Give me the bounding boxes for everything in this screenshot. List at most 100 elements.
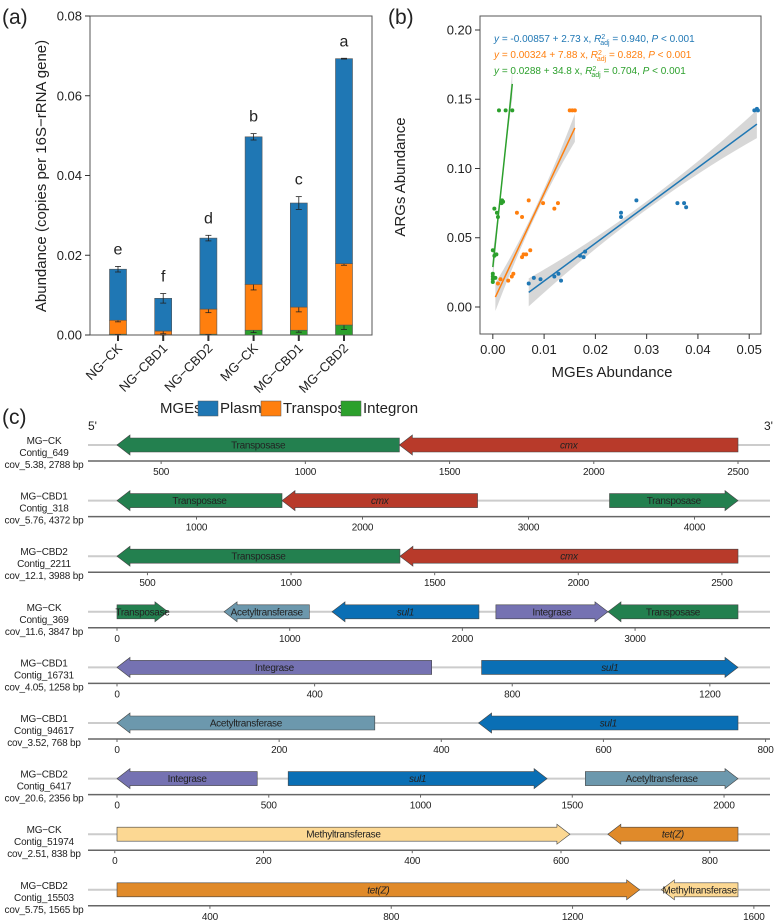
point-plasmid: [581, 255, 586, 260]
gene-label: Acetyltransferase: [626, 774, 699, 785]
point-plasmid: [552, 274, 557, 279]
gene-label: Transposase: [646, 607, 701, 618]
legend-swatch: [340, 400, 362, 417]
equation-sub: adj: [591, 72, 601, 79]
fit-line-integron: [492, 83, 514, 268]
gene-label: Integrase: [532, 607, 572, 618]
equation-sub: adj: [600, 40, 610, 47]
equation-sub: adj: [597, 56, 607, 63]
panel-c-label: (c): [2, 406, 27, 429]
track-tick-label: 2000: [568, 578, 590, 589]
point-plasmid: [556, 271, 561, 276]
gene-arrow: [116, 489, 283, 512]
track-tick-label: 500: [153, 467, 170, 478]
x-tick-label: 0.00: [480, 342, 505, 357]
equation-pval: < 0.001: [649, 66, 686, 77]
bar-segment-transposon: [109, 319, 127, 335]
track-tick-label: 0: [114, 689, 120, 700]
track-contig: Contig_15503: [14, 893, 75, 904]
track-tick-label: 2000: [713, 801, 735, 812]
equation-integron: y = 0.0288 + 34.8 x, R2 adj = 0.704, P < …: [493, 66, 686, 80]
gene-arrow: [660, 879, 739, 901]
panel-b-label: (b): [388, 6, 414, 29]
x-tick-label: 0.03: [634, 342, 659, 357]
gene-arrow: [116, 879, 641, 901]
gene-arrow: [116, 712, 376, 734]
track-tick-label: 400: [404, 856, 421, 867]
track-info: cov_3.52, 768 bp: [7, 738, 81, 749]
track-tick-label: 1500: [562, 801, 584, 812]
track-tick-label: 500: [139, 578, 156, 589]
gene-arrow: [223, 601, 310, 623]
track-sample: MG−CBD1: [20, 658, 68, 669]
equation-r2: = 0.828,: [606, 50, 648, 61]
point-integron: [501, 199, 506, 204]
gene-arrow: [116, 601, 169, 623]
equation-r: R: [591, 50, 598, 61]
gene-arrow: [116, 767, 258, 790]
point-integron: [494, 210, 499, 215]
track-tick-label: 200: [255, 856, 272, 867]
track-contig: Contig_369: [19, 615, 69, 626]
y-tick-label: 0.00: [57, 328, 82, 343]
track-tick-label: 1000: [410, 801, 432, 812]
track-tick-label: 0: [114, 801, 120, 812]
point-transposon: [520, 214, 525, 219]
track-sample: MG−CBD1: [20, 492, 68, 503]
track-sample: MG−CK: [27, 825, 62, 836]
gene-arrow: [116, 545, 401, 567]
track-contig: Contig_318: [19, 504, 69, 515]
point-transposon: [572, 108, 577, 113]
point-integron: [503, 108, 508, 113]
x-tick-label: NG−CBD1: [116, 341, 170, 395]
point-integron: [493, 275, 498, 280]
track-tick-label: 600: [595, 745, 612, 756]
fit-line-plasmid: [528, 123, 758, 293]
point-transposon: [524, 252, 529, 257]
x-tick-label: 0.01: [531, 342, 556, 357]
track-info: cov_20.6, 2356 bp: [5, 794, 85, 805]
equation-p: P: [652, 34, 659, 45]
gene-label: sul1: [601, 663, 618, 674]
track-info: cov_5.76, 4372 bp: [5, 516, 85, 527]
legend-label: Integron: [363, 400, 418, 417]
x-axis-label: MGEs Abundance: [552, 364, 673, 381]
point-transposon: [552, 206, 557, 211]
track-tick-label: 400: [202, 912, 219, 922]
point-integron: [510, 108, 515, 113]
track-tick-label: 1200: [699, 689, 721, 700]
gene-arrow: [495, 601, 609, 623]
gene-label: sul1: [409, 774, 426, 785]
y-tick-label: 0.20: [447, 22, 472, 37]
track-tick-label: 0: [112, 856, 118, 867]
equation-sup: 2: [598, 50, 602, 57]
track-tick-label: 3000: [624, 634, 646, 645]
point-plasmid: [675, 201, 680, 206]
y-tick-label: 0.05: [447, 230, 472, 245]
track-tick-label: 400: [433, 745, 450, 756]
bar-segment-plasmid: [244, 136, 263, 285]
equation-sup: 2: [601, 34, 605, 41]
equation-lhs: y =: [493, 34, 510, 45]
gene-label: Acetyltransferase: [210, 719, 283, 730]
point-plasmid: [682, 201, 687, 206]
legend-item-plasmid: Plasmid: [197, 400, 273, 417]
equation-pval: < 0.001: [655, 50, 692, 61]
plot-frame: [89, 15, 373, 336]
point-plasmid: [526, 281, 531, 286]
track-sample: MG−CBD1: [20, 714, 68, 725]
track-tick-label: 2000: [583, 467, 605, 478]
track-info: cov_4.05, 1258 bp: [5, 682, 85, 693]
track-tick-label: 1500: [424, 578, 446, 589]
gene-label: cmx: [560, 441, 579, 452]
point-transposon: [511, 271, 516, 276]
legend-swatch: [197, 400, 219, 417]
point-integron: [495, 214, 500, 219]
track-tick-label: 800: [758, 745, 775, 756]
point-transposon: [495, 281, 500, 286]
point-transposon: [528, 248, 533, 253]
scatter-chart-b: 0.00 0.01 0.02 0.03 0.04 0.05 0.00 0.05 0.10 0.15…: [392, 15, 762, 381]
